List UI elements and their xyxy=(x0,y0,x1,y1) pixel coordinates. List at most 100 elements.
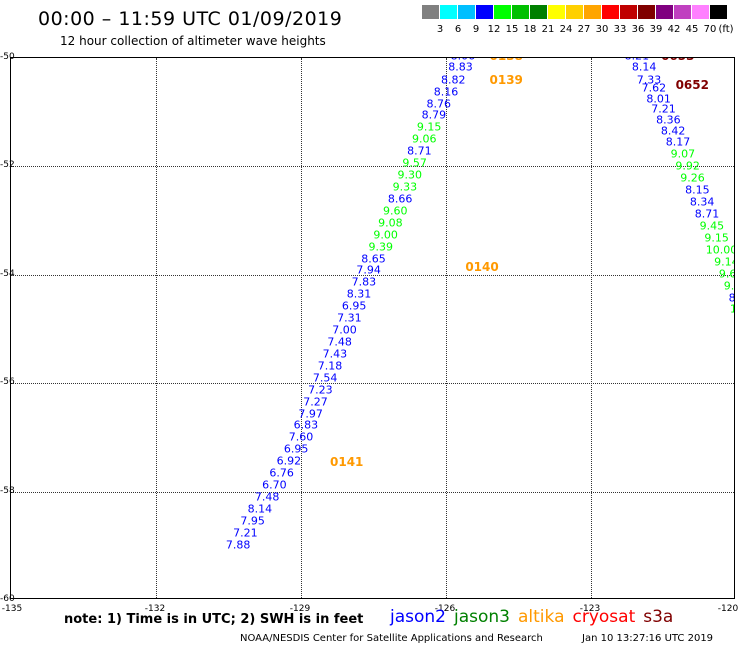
scale-label: 21 xyxy=(541,24,555,35)
swh-value-s3a: 9.92 xyxy=(675,159,700,173)
swh-value-s3a: 9.65 xyxy=(718,267,734,281)
swh-value-altika: 6.92 xyxy=(276,454,302,468)
swh-value-s3a: 10.00 xyxy=(705,243,735,257)
swh-value-s3a: 9.07 xyxy=(670,147,696,161)
swh-value-s3a: 8.01 xyxy=(646,92,671,106)
x-tick-label: -123 xyxy=(579,604,601,614)
swh-value-altika: 7.54 xyxy=(312,371,338,385)
swh-value-altika: 8.66 xyxy=(387,192,413,206)
scale-swatch xyxy=(584,5,601,19)
legend-entry-altika: altika xyxy=(518,607,565,627)
swh-value-altika: 7.88 xyxy=(225,538,251,552)
scale-swatch xyxy=(638,5,655,19)
satellite-legend: jason2 jason3 altika cryosat s3a xyxy=(390,607,681,627)
scale-swatch xyxy=(530,5,547,19)
swh-value-s3a: 9.45 xyxy=(699,219,725,233)
pass-time-label-altika: 0141 xyxy=(330,454,364,469)
swh-value-s3a: 9.26 xyxy=(680,171,705,185)
swh-value-altika: 7.27 xyxy=(303,395,328,409)
scale-swatch xyxy=(566,5,583,19)
swh-value-s3a: 8.14 xyxy=(631,60,657,74)
x-tick-label: -135 xyxy=(1,604,23,614)
swh-value-s3a: 7.62 xyxy=(641,81,667,95)
swh-value-altika: 8.83 xyxy=(448,60,473,74)
scale-label: 12 xyxy=(487,24,501,35)
swh-value-s3a: 8.40 xyxy=(728,291,735,305)
swh-value-s3a: 10.48 xyxy=(730,304,734,315)
scale-label: 70 xyxy=(703,24,717,35)
swh-value-altika: 9.39 xyxy=(368,240,394,254)
swh-value-altika: 9.06 xyxy=(412,132,437,146)
swh-value-altika: 9.15 xyxy=(416,120,442,134)
swh-value-altika: 8.06 xyxy=(451,58,476,62)
scale-swatch xyxy=(692,5,709,19)
swh-value-s3a: 8.21 xyxy=(625,58,650,62)
lat-gridline xyxy=(11,491,734,493)
scale-swatch xyxy=(512,5,529,19)
pass-time-label-altika: 0139 xyxy=(489,72,523,87)
x-tick-label: -120 xyxy=(717,604,739,614)
pass-time-label-altika: 0138 xyxy=(490,58,523,62)
swh-value-s3a: 8.42 xyxy=(660,124,686,138)
scale-label: 24 xyxy=(559,24,573,35)
swh-value-altika: 6.83 xyxy=(293,418,319,432)
scale-swatch xyxy=(548,5,565,19)
generated-timestamp: Jan 10 13:27:16 UTC 2019 xyxy=(582,633,714,644)
scale-label: 3 xyxy=(436,24,444,35)
x-tick-label: -132 xyxy=(144,604,166,614)
lat-gridline xyxy=(11,274,734,276)
footer-note: note: 1) Time is in UTC; 2) SWH is in fe… xyxy=(64,612,364,627)
swh-value-altika: 7.97 xyxy=(298,407,323,421)
lat-gridline xyxy=(11,166,734,168)
x-tick-label: -126 xyxy=(434,604,456,614)
swh-value-altika: 7.00 xyxy=(332,323,357,337)
pass-time-label-altika: 0140 xyxy=(465,259,499,274)
page-subtitle: 12 hour collection of altimeter wave hei… xyxy=(60,34,326,48)
swh-value-altika: 9.08 xyxy=(378,216,403,230)
swh-value-altika: 7.21 xyxy=(233,526,258,540)
swh-value-altika: 9.33 xyxy=(392,180,418,194)
swh-value-s3a: 8.71 xyxy=(694,207,720,221)
lon-gridline xyxy=(156,58,157,598)
scale-swatch xyxy=(458,5,475,19)
swh-value-s3a: 7.21 xyxy=(651,102,676,116)
swh-value-altika: 9.57 xyxy=(402,156,427,170)
pass-time-label-s3a: 0652 xyxy=(675,78,709,93)
scale-label: 36 xyxy=(631,24,645,35)
y-tick-label: -60 xyxy=(0,594,15,604)
pass-time-label-s3a: 0653 xyxy=(661,58,694,62)
y-tick-label: -58 xyxy=(0,485,15,496)
swh-value-s3a: 8.36 xyxy=(656,113,681,127)
scale-label: 45 xyxy=(685,24,699,35)
swh-value-altika: 9.60 xyxy=(383,204,408,218)
lon-gridline xyxy=(301,58,302,598)
swh-value-altika: 7.94 xyxy=(356,263,381,277)
legend-entry-s3a: s3a xyxy=(643,607,674,627)
legend-entry-cryosat: cryosat xyxy=(572,607,636,627)
swh-value-altika: 8.71 xyxy=(407,144,432,158)
scale-label: 9 xyxy=(472,24,480,35)
scale-label: 42 xyxy=(667,24,681,35)
swh-value-altika: 7.48 xyxy=(254,490,280,504)
scale-label: 18 xyxy=(523,24,537,35)
scale-unit: (ft) xyxy=(718,24,734,35)
legend-entry-jason2: jason2 xyxy=(390,607,446,627)
swh-value-altika: 7.95 xyxy=(240,514,265,528)
y-tick-label: -50 xyxy=(0,52,15,62)
credit-text: NOAA/NESDIS Center for Satellite Applica… xyxy=(240,633,543,644)
scale-swatch xyxy=(422,5,439,19)
swh-value-altika: 8.76 xyxy=(426,97,452,111)
swh-value-altika: 8.82 xyxy=(441,73,466,87)
scale-swatch xyxy=(710,5,727,19)
swh-value-altika: 7.60 xyxy=(288,430,314,444)
scale-swatch xyxy=(494,5,511,19)
swh-value-altika: 8.79 xyxy=(421,108,447,122)
swh-value-altika: 7.18 xyxy=(317,359,343,373)
scale-label: 30 xyxy=(595,24,609,35)
scale-swatch xyxy=(440,5,457,19)
swh-value-altika: 8.14 xyxy=(247,502,273,516)
scale-swatch xyxy=(674,5,691,19)
scale-label: 39 xyxy=(649,24,663,35)
scale-swatch xyxy=(476,5,493,19)
swh-value-altika: 7.43 xyxy=(322,347,348,361)
